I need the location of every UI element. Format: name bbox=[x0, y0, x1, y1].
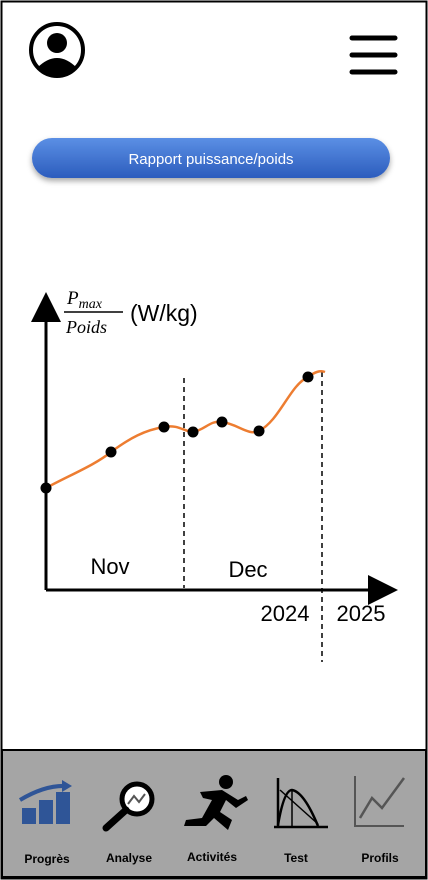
numerator: P bbox=[66, 288, 79, 309]
nav-label: Analyse bbox=[106, 851, 152, 865]
y-label-numerator: Pmax bbox=[66, 288, 103, 312]
year-label: 2024 bbox=[261, 601, 310, 626]
nav-profils[interactable]: Profils bbox=[354, 776, 406, 865]
nav-activites[interactable]: Activités bbox=[184, 775, 248, 864]
profile-icon[interactable] bbox=[29, 22, 85, 78]
nav-progres[interactable]: Progrès bbox=[18, 780, 72, 866]
nav-label: Profils bbox=[361, 851, 399, 865]
button-label: Rapport puissance/poids bbox=[128, 151, 293, 168]
nav-test[interactable]: Test bbox=[274, 778, 328, 865]
menu-icon[interactable] bbox=[349, 35, 398, 75]
y-label-unit: (W/kg) bbox=[130, 300, 198, 326]
nav-label: Test bbox=[284, 851, 308, 865]
ratio-button[interactable]: Rapport puissance/poids bbox=[32, 138, 390, 178]
chart: Pmax Poids (W/kg) Nov Dec 2024 2025 bbox=[31, 288, 398, 662]
nav-label: Progrès bbox=[24, 852, 70, 866]
nav-analyse[interactable]: Analyse bbox=[102, 781, 155, 865]
y-label-denominator: Poids bbox=[65, 317, 107, 337]
nav-label: Activités bbox=[187, 850, 237, 864]
month-label: Nov bbox=[90, 554, 129, 579]
points bbox=[40, 371, 314, 494]
numerator-sub: max bbox=[79, 297, 103, 312]
year-label: 2025 bbox=[337, 601, 386, 626]
month-label: Dec bbox=[228, 557, 267, 582]
